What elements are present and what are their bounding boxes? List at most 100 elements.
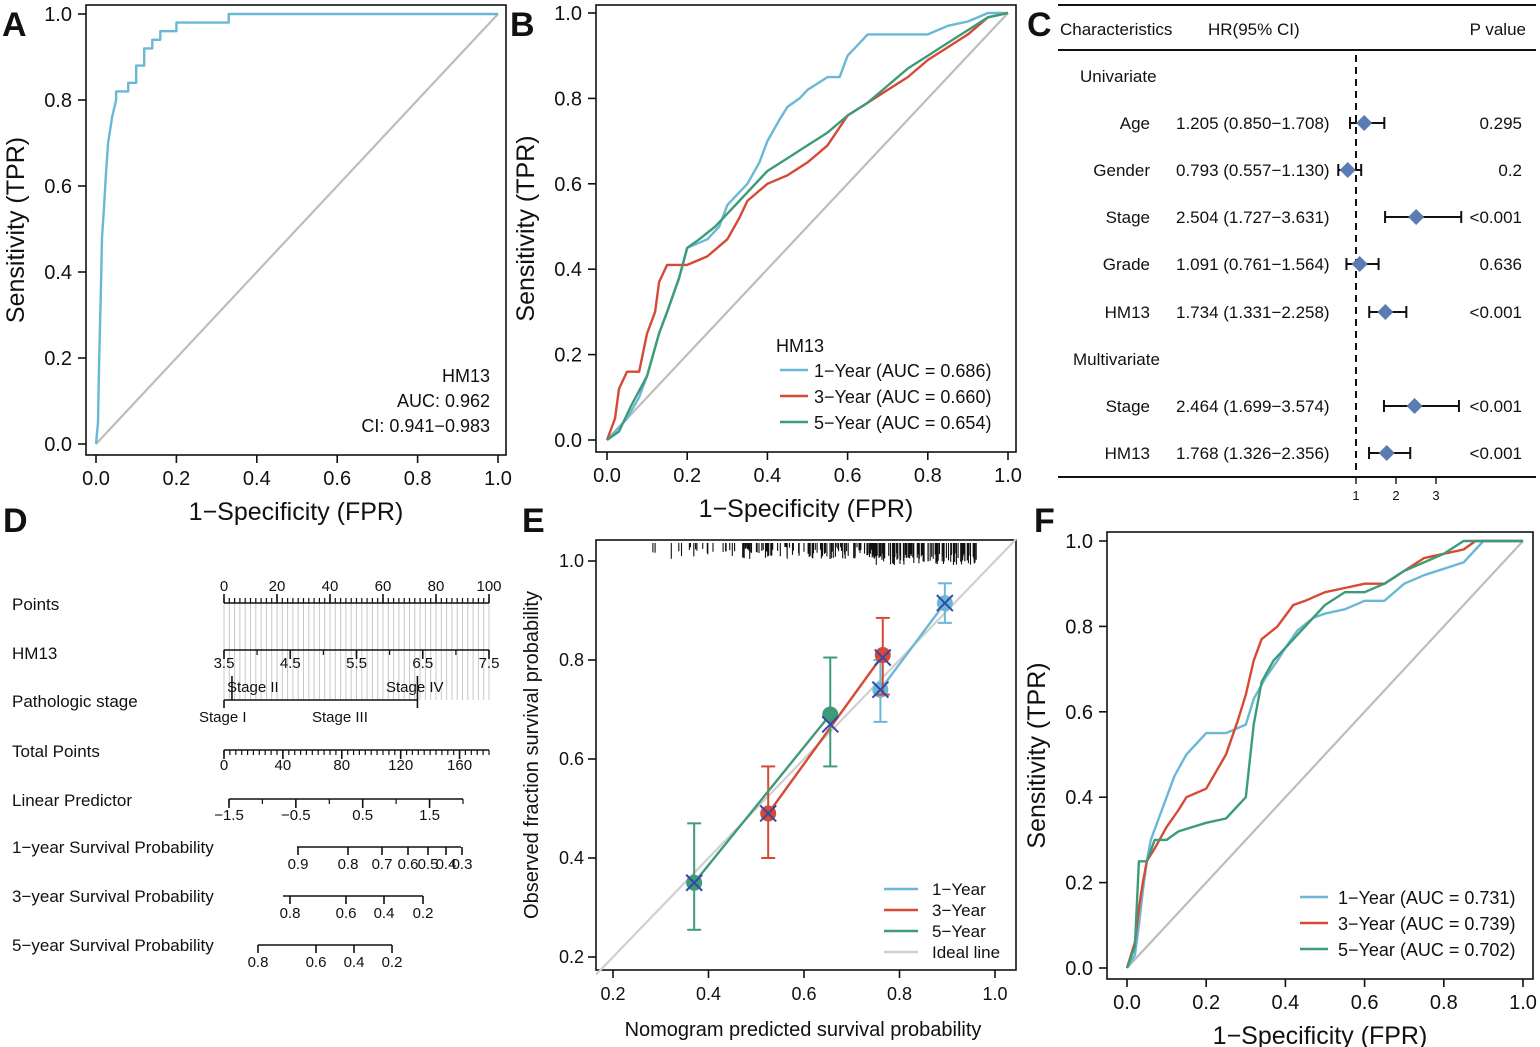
legend-label-E-3: Ideal line — [932, 943, 1000, 962]
forest-row-p-0-1: 0.2 — [1498, 161, 1522, 180]
x-tick-label-A-5: 1.0 — [484, 468, 512, 490]
x-tick-label-F-3: 0.6 — [1351, 992, 1379, 1014]
forest-axis-label-1: 2 — [1392, 488, 1399, 503]
x-tick-label-F-1: 0.2 — [1192, 992, 1220, 1014]
forest-section-title-1: Multivariate — [1073, 350, 1160, 369]
nomogram-prob-label-7-0: 0.8 — [248, 954, 269, 971]
y-tick-label-A-4: 0.8 — [44, 90, 72, 112]
nomogram-row-label-6: 3−year Survival Probability — [12, 887, 214, 906]
reference-line-B — [606, 12, 1009, 441]
nomogram-row-label-4: Linear Predictor — [12, 791, 132, 810]
panel-label-C: C — [1027, 6, 1052, 44]
nomogram-prob-label-5-4: 0.5 — [418, 856, 439, 873]
x-axis-label-F: 1−Specificity (FPR) — [1213, 1022, 1428, 1047]
nomogram-tick-label-3-3: 120 — [388, 757, 413, 774]
nomogram-tick-label-1-4: 7.5 — [479, 655, 500, 672]
y-axis-label-E: Observed fraction survival probability — [521, 591, 543, 919]
calibration-line-0 — [879, 602, 946, 691]
y-tick-label-F-0: 0.0 — [1065, 958, 1093, 980]
nomogram-prob-label-7-2: 0.4 — [344, 954, 365, 971]
plot-frame-E — [595, 539, 1017, 971]
legend-label-B-2: 5−Year (AUC = 0.654) — [814, 413, 991, 433]
x-tick-label-A-3: 0.6 — [323, 468, 351, 490]
y-tick-label-E-2: 0.6 — [559, 749, 584, 769]
cross-marker-4 — [871, 680, 890, 699]
y-tick-label-A-1: 0.2 — [44, 348, 72, 370]
forest-hr-marker-1-1 — [1378, 445, 1395, 461]
forest-hr-marker-1-0 — [1406, 398, 1423, 414]
nomogram-tick-label-0-0: 0 — [220, 578, 228, 595]
plot-frame-B — [595, 4, 1017, 453]
y-tick-label-E-1: 0.4 — [559, 848, 584, 868]
calibration-point-2-1 — [822, 706, 839, 723]
calibration-point-1-1 — [874, 647, 891, 664]
nomogram-stage-label-0: Stage I — [199, 709, 247, 726]
nomogram-tick-label-1-1: 4.5 — [280, 655, 301, 672]
nomogram-tick-label-1-0: 3.5 — [214, 655, 235, 672]
nomogram-prob-label-5-5: 0.4 — [436, 856, 457, 873]
nomogram-tick-label-1-2: 5.5 — [346, 655, 367, 672]
nomogram-tick-label-4-3: 1.5 — [419, 807, 440, 824]
y-tick-label-A-0: 0.0 — [44, 434, 72, 456]
x-tick-label-E-3: 0.8 — [887, 984, 912, 1004]
nomogram-tick-label-3-2: 80 — [333, 757, 350, 774]
nomogram-stage-label-3: Stage IV — [386, 679, 444, 696]
y-tick-label-F-1: 0.2 — [1065, 873, 1093, 895]
x-tick-label-F-5: 1.0 — [1509, 992, 1537, 1014]
plot-frame-A — [85, 4, 507, 456]
nomogram-prob-label-5-0: 0.9 — [288, 856, 309, 873]
forest-header-characteristics: Characteristics — [1060, 20, 1172, 39]
ideal-line — [595, 538, 1017, 976]
nomogram-prob-label-6-2: 0.4 — [374, 905, 395, 922]
x-tick-label-E-2: 0.6 — [791, 984, 816, 1004]
panel-label-F: F — [1034, 502, 1055, 540]
x-tick-label-B-4: 0.8 — [914, 465, 942, 487]
x-tick-label-F-2: 0.4 — [1271, 992, 1299, 1014]
nomogram-row-label-3: Total Points — [12, 742, 100, 761]
y-tick-label-F-2: 0.4 — [1065, 787, 1093, 809]
nomogram-row-label-2: Pathologic stage — [12, 692, 138, 711]
nomogram-tick-label-3-4: 160 — [447, 757, 472, 774]
nomogram-prob-label-7-1: 0.6 — [306, 954, 327, 971]
x-tick-label-B-2: 0.4 — [753, 465, 781, 487]
y-tick-label-F-4: 0.8 — [1065, 616, 1093, 638]
y-tick-label-A-5: 1.0 — [44, 4, 72, 26]
y-axis-label-F: Sensitivity (TPR) — [1023, 662, 1051, 848]
annotation-ci: CI: 0.941−0.983 — [361, 416, 490, 436]
roc-curve-B-1 — [605, 11, 1009, 441]
roc-curve-F-1 — [1125, 539, 1523, 969]
x-tick-label-A-0: 0.0 — [82, 468, 110, 490]
nomogram-stage-label-1: Stage II — [227, 679, 279, 696]
panel-label-A: A — [2, 6, 27, 44]
plot-frame-F — [1106, 531, 1534, 980]
forest-row-name-1-0: Stage — [1106, 397, 1150, 416]
nomogram-tick-label-4-1: −0.5 — [281, 807, 311, 824]
y-tick-label-B-5: 1.0 — [554, 3, 582, 25]
x-axis-label-E: Nomogram predicted survival probability — [625, 1019, 982, 1041]
forest-row-p-0-3: 0.636 — [1479, 255, 1522, 274]
forest-row-p-1-1: <0.001 — [1470, 444, 1522, 463]
annotation-auc: AUC: 0.962 — [397, 391, 490, 411]
nomogram-tick-label-3-1: 40 — [275, 757, 292, 774]
nomogram-tick-label-4-0: −1.5 — [214, 807, 244, 824]
nomogram-row-label-5: 1−year Survival Probability — [12, 838, 214, 857]
forest-row-hr-0-1: 0.793 (0.557−1.130) — [1176, 161, 1330, 180]
y-tick-label-B-1: 0.2 — [554, 345, 582, 367]
forest-hr-marker-0-2 — [1408, 209, 1425, 225]
y-tick-label-B-2: 0.4 — [554, 259, 582, 281]
legend-label-F-2: 5−Year (AUC = 0.702) — [1338, 940, 1515, 960]
forest-hr-marker-0-0 — [1356, 115, 1373, 131]
forest-row-p-0-0: 0.295 — [1479, 114, 1522, 133]
forest-row-hr-0-0: 1.205 (0.850−1.708) — [1176, 114, 1330, 133]
forest-row-name-0-3: Grade — [1103, 255, 1150, 274]
y-tick-label-F-3: 0.6 — [1065, 702, 1093, 724]
legend-label-E-0: 1−Year — [932, 880, 986, 899]
forest-row-hr-0-2: 2.504 (1.727−3.631) — [1176, 208, 1330, 227]
nomogram-prob-label-5-1: 0.8 — [338, 856, 359, 873]
panel-label-B: B — [510, 6, 535, 44]
y-tick-label-E-4: 1.0 — [559, 551, 584, 571]
forest-row-hr-0-4: 1.734 (1.331−2.258) — [1176, 303, 1330, 322]
forest-row-hr-1-0: 2.464 (1.699−3.574) — [1176, 397, 1330, 416]
nomogram-tick-label-0-5: 100 — [476, 578, 501, 595]
